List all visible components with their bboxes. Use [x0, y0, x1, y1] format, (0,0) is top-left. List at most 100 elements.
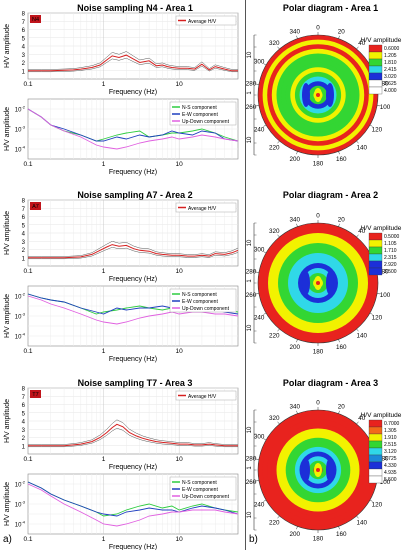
polar-legend-title: H/V amplitude [361, 412, 402, 419]
polar-angle-label: 200 [289, 344, 300, 351]
hv-upper-bound [28, 241, 239, 257]
polar-angle-label: 240 [254, 126, 265, 133]
polar-angle-tick [377, 105, 381, 107]
polar-angle-tick [356, 421, 359, 425]
component-legend-label: Up-Down component [182, 119, 230, 125]
polar-legend-swatch [368, 475, 383, 484]
polar-legend-swatch [368, 65, 383, 74]
component-legend-box [169, 288, 237, 313]
polar-angle-tick [277, 234, 280, 238]
polar-legend-swatch [368, 72, 383, 81]
polar-angle-label: 20 [338, 403, 346, 410]
polar-angle-tick [338, 151, 340, 155]
hv-ytick: 4 [22, 45, 26, 51]
polar-angle-label: 340 [289, 216, 300, 223]
polar-angle-tick [263, 124, 267, 127]
polar-angle-label: 40 [358, 415, 366, 422]
hv-xlabel: Frequency (Hz) [109, 89, 157, 96]
polar-angle-tick [338, 339, 340, 343]
hv-charts: 1 2 3 4 5 6 7 8 0.1 1 10 Frequency (Hz) H/V amplitud… [4, 12, 239, 550]
polar-legend-value: 3.725 [384, 456, 397, 462]
component-ylabel: H/V amplitude [4, 294, 11, 338]
component-legend-box [169, 101, 237, 126]
hv-ytick: 5 [22, 36, 26, 42]
polar-radial-label: 10 [247, 511, 253, 518]
hv-average-line [28, 54, 238, 72]
polar-angle-tick [255, 480, 259, 482]
polar-angle-tick [338, 526, 340, 530]
component-legend-label: N-S component [182, 292, 217, 298]
hv-average-line [28, 244, 239, 259]
polar-legend-value: 1.810 [384, 60, 397, 66]
polar-legend-value: 0.6000 [384, 46, 400, 52]
polar-angle-label: 20 [338, 216, 346, 223]
component-ytick: 10-3 [15, 125, 26, 134]
polar-angle-label: 320 [269, 40, 280, 47]
hv-ylabel: H/V amplitude [4, 24, 11, 68]
component-xtick: 10 [176, 348, 184, 355]
polar-legend-swatch [368, 454, 383, 463]
polar-core [316, 93, 320, 97]
hv-xtick: 10 [176, 456, 184, 463]
panel-label-a: a) [3, 534, 12, 545]
left-title-1: Noise sampling N4 - Area 1 [77, 3, 193, 13]
polar-angle-tick [356, 328, 359, 332]
polar-angle-tick [255, 293, 259, 295]
polar-angle-label: 180 [313, 160, 324, 167]
component-line [27, 481, 239, 517]
polar-legend-value: 0.7000 [384, 421, 400, 427]
polar-angle-tick [255, 271, 259, 273]
hv-average-line [28, 423, 238, 447]
component-xtick: 1 [102, 161, 106, 168]
polar-angle-label: 40 [358, 228, 366, 235]
component-ylabel: H/V amplitude [4, 107, 11, 151]
polar-legend-value: 1.710 [384, 248, 397, 254]
hv-legend-box [175, 390, 237, 401]
polar-angle-tick [263, 312, 267, 315]
component-ytick: 10-3 [15, 312, 26, 321]
polar-legend-swatch [368, 86, 383, 95]
polar-angle-label: 280 [246, 269, 257, 276]
hv-xtick: 1 [102, 456, 106, 463]
site-badge [30, 202, 41, 210]
hv-ytick: 8 [22, 12, 26, 18]
polar-angle-label: 240 [254, 501, 265, 508]
polar-angle-tick [277, 46, 280, 50]
component-line [27, 108, 239, 150]
hv-ytick: 5 [22, 411, 26, 417]
component-legend-box [169, 476, 237, 501]
hv-legend-label: Average H/V [188, 206, 217, 212]
polar-angle-label: 260 [246, 479, 257, 486]
component-legend-label: Up-Down component [182, 306, 230, 312]
polar-angle-tick [296, 35, 298, 39]
component-line [27, 483, 239, 527]
polar-angle-tick [296, 151, 298, 155]
hv-ytick: 4 [22, 232, 26, 238]
site-badge [30, 390, 41, 398]
polar-legend-value: 2.315 [384, 255, 397, 261]
hv-lower-bound [28, 57, 238, 73]
hv-ytick: 2 [22, 436, 26, 442]
polar-angle-label: 200 [289, 156, 300, 163]
polar-radial-label: 10 [247, 324, 253, 331]
polar-angle-label: 0 [316, 212, 320, 219]
component-xlabel: Frequency (Hz) [109, 544, 157, 550]
component-xtick: 10 [176, 161, 184, 168]
hv-xtick: 1 [102, 81, 106, 88]
component-xtick: 1 [102, 536, 106, 543]
polar-angle-label: 120 [372, 126, 383, 133]
polar-legend-swatch [368, 440, 383, 449]
right-title-1: Polar diagram - Area 1 [282, 3, 379, 13]
polar-angle-label: 220 [269, 519, 280, 526]
hv-ytick: 3 [22, 53, 26, 59]
hv-xlabel: Frequency (Hz) [109, 276, 157, 283]
hv-legend-box [175, 15, 237, 26]
polar-angle-label: 100 [380, 104, 391, 111]
polar-legend-value: 4.330 [384, 463, 397, 469]
polar-angle-tick [296, 339, 298, 343]
polar-angle-label: 80 [381, 456, 389, 463]
hv-lower-bound [28, 247, 239, 260]
component-legend-label: E-W component [182, 112, 218, 118]
hv-ytick: 2 [22, 61, 26, 67]
site-badge-label: N4 [32, 17, 39, 23]
